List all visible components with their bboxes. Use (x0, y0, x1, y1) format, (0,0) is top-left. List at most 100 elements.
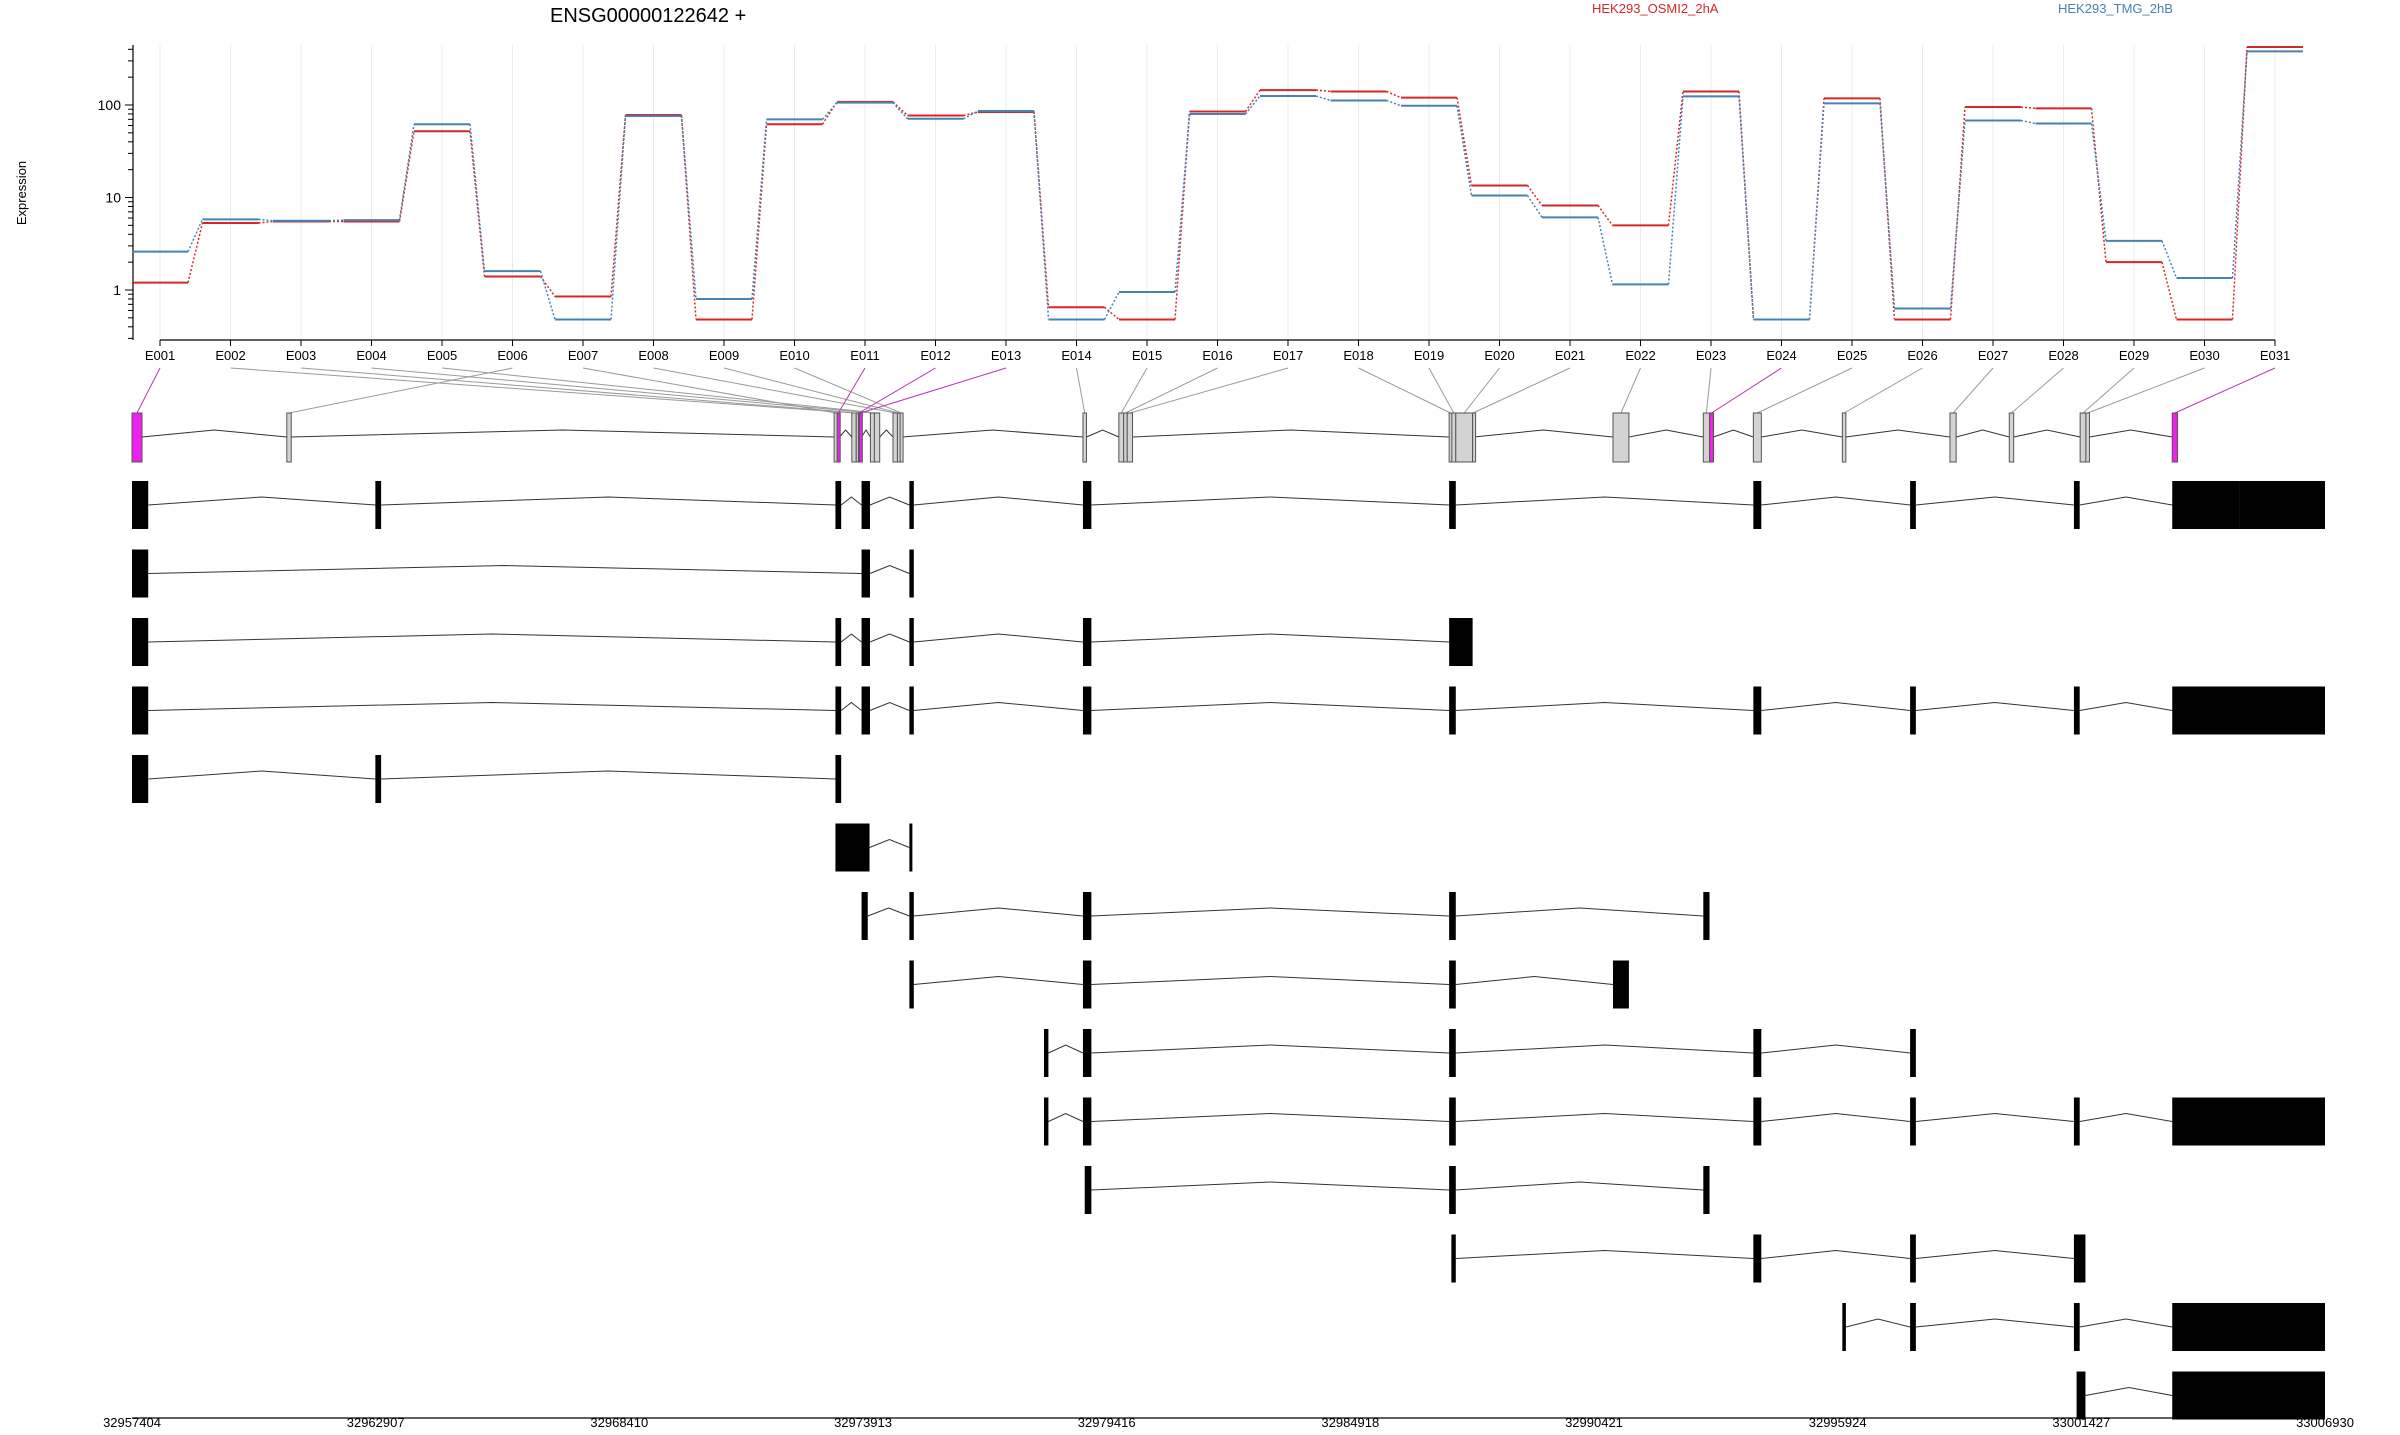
exon-connector (860, 367, 1007, 414)
transcript-intron (869, 633, 910, 643)
exon-bin-E011 (836, 412, 841, 463)
transcript-intron (1915, 701, 2074, 711)
transcript-exon (132, 549, 149, 598)
series-1-connector (2020, 119, 2036, 125)
series-0-connector (751, 124, 768, 320)
series-0-connector (1526, 185, 1543, 206)
transcript-intron (1091, 701, 1450, 711)
genomic-tick-label: 32973913 (834, 1415, 892, 1430)
transcript-intron (1091, 633, 1450, 643)
transcript-intron (1091, 975, 1450, 985)
series-0-connector (1244, 89, 1261, 112)
x-tick-label: E020 (1484, 348, 1514, 363)
series-0-connector (892, 101, 909, 117)
transcript-intron (1455, 907, 1704, 917)
series-1-connector (1879, 103, 1896, 309)
exon-connector (837, 367, 866, 414)
y-tick-label: 100 (98, 97, 122, 113)
series-1-connector (1526, 195, 1543, 218)
y-tick-label: 1 (113, 282, 121, 298)
series-1-connector (187, 219, 204, 252)
exon-connector (2087, 367, 2205, 414)
transcript-exon (2073, 481, 2080, 529)
transcript-intron (1455, 496, 1754, 506)
transcript-exon (835, 618, 842, 666)
transcript-intron (148, 633, 836, 643)
x-tick-label: E018 (1343, 348, 1373, 363)
transcript-exon (2172, 686, 2325, 735)
series-1-connector (1667, 96, 1684, 285)
y-axis-label: Expression (14, 161, 29, 225)
genomic-tick-label: 32962907 (347, 1415, 405, 1430)
genomic-tick-label: 32968410 (590, 1415, 648, 1430)
transcript-intron (1845, 1318, 1911, 1328)
exon-bin-E026 (1841, 412, 1847, 463)
transcript-exon (1449, 481, 1456, 529)
x-tick-label: E016 (1202, 348, 1232, 363)
model-intron (1628, 429, 1704, 438)
exon-bin-E020 (1455, 412, 1474, 463)
transcript-exon (835, 481, 842, 529)
exon-connector (1711, 367, 1782, 414)
transcript-exon (1910, 481, 1916, 529)
transcript-exon (1910, 686, 1916, 735)
transcript-exon (1082, 892, 1092, 940)
series-1-connector (1738, 96, 1755, 320)
x-tick-label: E028 (2048, 348, 2078, 363)
transcript-exon (2172, 1303, 2325, 1351)
series-1-connector (1808, 103, 1825, 320)
series-1-connector (1597, 217, 1614, 285)
exon-bin-E001 (131, 412, 143, 463)
chart-title: ENSG00000122642 + (550, 5, 746, 27)
transcript-intron (867, 907, 910, 917)
transcript-intron (913, 701, 1083, 711)
model-intron (839, 429, 853, 438)
transcript-intron (869, 564, 910, 574)
transcript-exon (2073, 1303, 2080, 1351)
transcript-exon (1082, 481, 1092, 529)
transcript-intron (840, 633, 862, 643)
x-tick-label: E002 (215, 348, 245, 363)
genomic-tick-label: 32957404 (103, 1415, 161, 1430)
transcript-intron (840, 496, 862, 506)
transcript-exon (1910, 1303, 1916, 1351)
exon-connector (858, 367, 936, 414)
model-intron (861, 429, 871, 438)
transcript-intron (1091, 496, 1450, 506)
genomic-tick-label: 32984918 (1321, 1415, 1379, 1430)
transcript-intron (381, 496, 836, 506)
exon-connector (582, 367, 836, 414)
transcript-intron (1915, 1112, 2074, 1122)
series-1-connector (2161, 240, 2178, 279)
x-tick-label: E030 (2189, 348, 2219, 363)
transcript-intron (1455, 1249, 1754, 1259)
transcript-exon (835, 686, 842, 735)
transcript-exon (1043, 1097, 1049, 1146)
exon-bin-E010 (899, 412, 904, 463)
exon-bin-E005 (873, 412, 881, 463)
x-tick-label: E010 (779, 348, 809, 363)
series-1-connector (328, 219, 344, 222)
model-intron (1473, 429, 1614, 438)
x-tick-label: E007 (568, 348, 598, 363)
transcript-exon (1449, 1166, 1456, 1214)
transcript-exon (861, 892, 868, 940)
transcript-intron (1091, 1112, 1450, 1122)
transcript-exon (2172, 1097, 2325, 1146)
exon-bin-E016 (1123, 412, 1128, 463)
transcript-exon (909, 686, 914, 735)
transcript-exon (132, 481, 149, 529)
exon-bin-E006 (286, 412, 292, 463)
transcript-intron (148, 701, 836, 711)
transcript-intron (869, 496, 910, 506)
exon-connector (136, 367, 161, 414)
series-0-connector (1386, 90, 1402, 99)
transcript-intron (1761, 1112, 1911, 1122)
transcript-exon (861, 686, 870, 735)
transcript-exon (1449, 1097, 1456, 1146)
series-0-connector (1104, 306, 1120, 321)
transcript-exon (1910, 1097, 1916, 1146)
transcript-exon (909, 481, 914, 529)
series-0-connector (1597, 205, 1614, 226)
